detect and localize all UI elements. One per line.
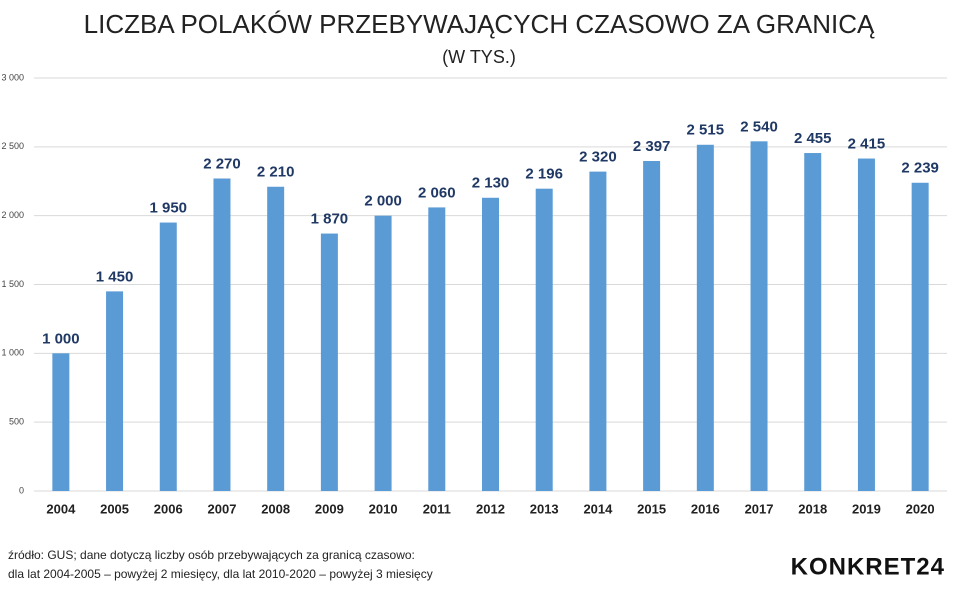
- data-label: 2 320: [579, 149, 617, 166]
- data-label: 1 450: [96, 268, 134, 285]
- x-tick-label: 2006: [154, 501, 183, 516]
- y-tick-label: 3 000: [1, 72, 24, 82]
- bar: [589, 171, 607, 491]
- data-label: 2 060: [418, 184, 456, 201]
- data-label: 2 210: [257, 164, 295, 181]
- bar: [696, 144, 714, 492]
- x-tick-label: 2009: [315, 501, 344, 516]
- x-tick-label: 2019: [852, 501, 881, 516]
- data-label: 2 270: [203, 155, 241, 172]
- y-tick-label: 0: [19, 485, 24, 495]
- source-note: źródło: GUS; dane dotyczą liczby osób pr…: [8, 548, 415, 562]
- x-tick-label: 2013: [530, 501, 559, 516]
- data-label: 2 455: [794, 130, 832, 147]
- x-tick-label: 2008: [261, 501, 290, 516]
- bar: [213, 178, 231, 491]
- bar: [428, 207, 446, 491]
- x-tick-label: 2018: [798, 501, 827, 516]
- data-label: 2 000: [364, 193, 402, 210]
- chart-title: LICZBA POLAKÓW PRZEBYWAJĄCYCH CZASOWO ZA…: [84, 9, 875, 39]
- y-tick-label: 500: [9, 417, 24, 427]
- y-tick-label: 2 000: [1, 210, 24, 220]
- bar: [106, 291, 124, 491]
- logo: KONKRET24: [791, 553, 945, 580]
- bar: [643, 161, 661, 491]
- bar: [267, 186, 285, 492]
- bar: [52, 353, 70, 491]
- data-label: 1 950: [149, 200, 187, 217]
- x-tick-label: 2020: [906, 501, 935, 516]
- bar: [374, 215, 392, 491]
- data-label: 1 870: [311, 211, 349, 228]
- bar: [911, 182, 929, 491]
- data-label: 2 415: [848, 136, 886, 153]
- bar: [320, 233, 338, 491]
- x-tick-label: 2015: [637, 501, 666, 516]
- x-tick-label: 2017: [745, 501, 774, 516]
- x-tick-label: 2016: [691, 501, 720, 516]
- bar: [857, 158, 875, 491]
- x-tick-label: 2005: [100, 501, 129, 516]
- bar: [482, 197, 499, 491]
- data-label: 2 540: [740, 118, 778, 135]
- x-tick-label: 2010: [369, 501, 398, 516]
- y-tick-label: 2 500: [1, 141, 24, 151]
- y-tick-label: 1 000: [1, 348, 24, 358]
- data-label: 2 130: [472, 175, 510, 192]
- chart-subtitle: (W TYS.): [442, 47, 516, 67]
- data-label: 2 397: [633, 138, 671, 155]
- bar: [535, 188, 553, 491]
- y-tick-label: 1 500: [1, 279, 24, 289]
- bar: [159, 222, 177, 492]
- source-note: dla lat 2004-2005 – powyżej 2 miesięcy, …: [8, 567, 433, 581]
- x-tick-label: 2014: [583, 501, 613, 516]
- bar: [804, 153, 822, 492]
- data-label: 2 515: [687, 122, 725, 139]
- x-tick-label: 2007: [208, 501, 237, 516]
- x-tick-label: 2004: [46, 501, 76, 516]
- data-label: 2 239: [901, 160, 939, 177]
- data-label: 2 196: [525, 166, 563, 183]
- x-tick-label: 2011: [423, 501, 451, 516]
- bar: [750, 141, 768, 491]
- x-tick-label: 2012: [476, 501, 505, 516]
- data-label: 1 000: [42, 330, 80, 347]
